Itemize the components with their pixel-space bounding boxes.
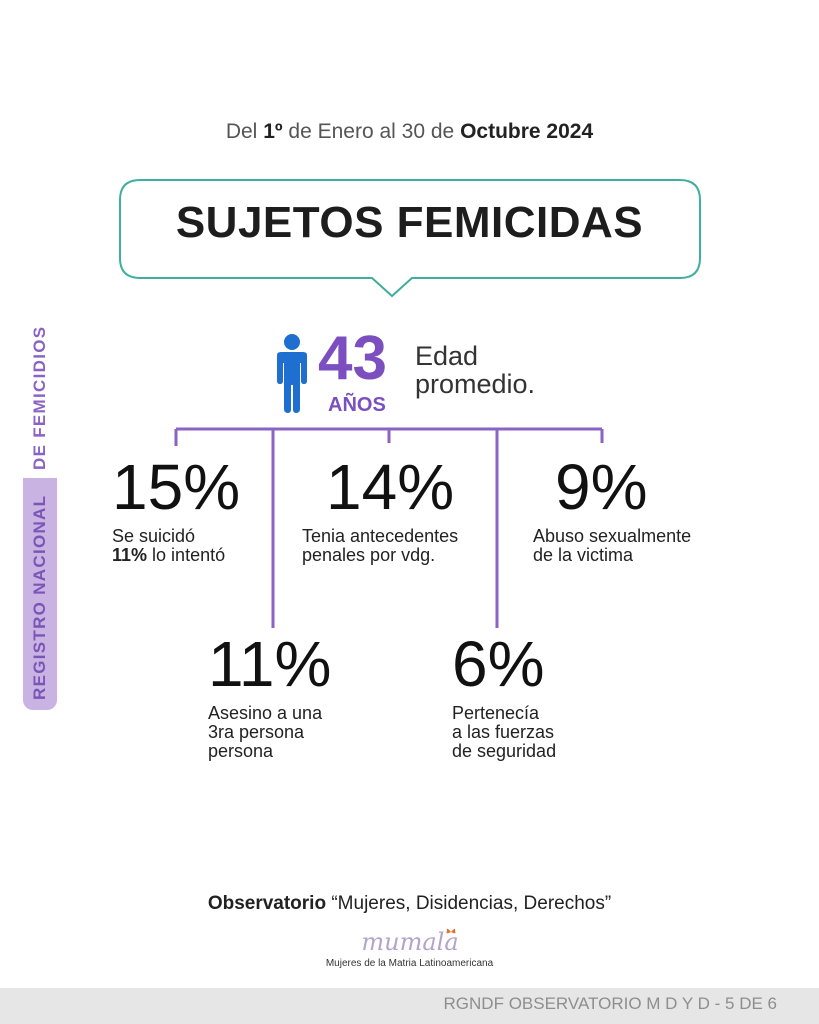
stat-percentage: 15%: [112, 451, 241, 523]
stat-suicide: 15% Se suicidó 11% lo intentó: [112, 455, 240, 565]
connector-tree: [174, 427, 604, 628]
stat-desc-line: Se suicidó: [112, 526, 196, 546]
person-icon: [277, 334, 307, 413]
observatorio-bold: Observatorio: [207, 893, 327, 914]
mumala-logo: mumala: [361, 928, 459, 956]
observatorio-name: “Mujeres, Disidencias, Derechos”: [326, 893, 612, 914]
stat-desc-line: 3ra persona: [208, 722, 305, 742]
date-start-month: de Enero: [288, 120, 374, 143]
stat-desc-line: Abuso sexualmente: [533, 526, 692, 546]
stat-desc-line: Pertenecía: [452, 703, 540, 723]
stat-desc-line: de la victima: [533, 545, 634, 565]
age-value: 43: [318, 324, 387, 393]
age-label: Edad promedio.: [415, 342, 615, 398]
stat-percentage: 11%: [208, 628, 332, 700]
date-range: Del 1º de Enero al 30 de Octubre 2024: [0, 120, 819, 144]
stat-desc-line: penales por vdg.: [302, 545, 436, 565]
stat-description: Asesino a una 3ra persona persona: [208, 704, 331, 761]
stat-desc-line: 11% lo intentó: [112, 546, 240, 565]
side-label-femicidios: DE FEMICIDIOS: [30, 325, 49, 470]
age-label-line2: promedio.: [415, 369, 536, 399]
butterfly-icon: [446, 928, 456, 934]
age-unit: AÑOS: [328, 394, 386, 416]
bottom-bar: [0, 988, 819, 1024]
stat-antecedentes: 14% Tenia antecedentes penales por vdg.: [302, 455, 458, 565]
stat-fuerzas: 6% Pertenecía a las fuerzas de seguridad: [452, 632, 556, 761]
page-title: SUJETOS FEMICIDAS: [175, 198, 644, 247]
observatorio-credit: Observatorio “Mujeres, Disidencias, Dere…: [0, 893, 819, 915]
stat-desc-line: Asesino a una: [208, 703, 323, 723]
stat-desc-line: persona: [208, 741, 274, 761]
stat-percentage: 6%: [452, 628, 545, 700]
stat-desc-line: a las fuerzas: [452, 722, 555, 742]
date-start-day: 1º: [263, 120, 283, 143]
stat-description: Tenia antecedentes penales por vdg.: [302, 527, 458, 565]
date-al: al: [379, 120, 396, 143]
stat-description: Pertenecía a las fuerzas de seguridad: [452, 704, 556, 761]
stat-desc-bold: 11%: [112, 545, 148, 565]
side-label-registro: REGISTRO NACIONAL: [23, 478, 57, 710]
stat-percentage: 14%: [326, 451, 455, 523]
date-end-month: Octubre 2024: [460, 120, 594, 143]
page-reference: RGNDF OBSERVATORIO M D Y D - 5 DE 6: [443, 994, 777, 1013]
stat-percentage: 9%: [555, 451, 648, 523]
stat-description: Se suicidó 11% lo intentó: [112, 527, 240, 565]
logo-subtitle: Mujeres de la Matria Latinoamericana: [325, 958, 494, 969]
stat-desc-text: lo intentó: [147, 545, 226, 565]
title-bubble: [119, 179, 701, 298]
date-de: de: [430, 120, 455, 143]
stat-desc-line: Tenia antecedentes: [302, 526, 459, 546]
side-label: REGISTRO NACIONAL DE FEMICIDIOS: [23, 310, 57, 710]
stat-description: Abuso sexualmente de la victima: [533, 527, 691, 565]
date-end-day: 30: [401, 120, 426, 143]
date-del: Del: [225, 120, 258, 143]
stat-desc-line: de seguridad: [452, 741, 557, 761]
age-label-line1: Edad: [415, 341, 479, 371]
stat-abuso: 9% Abuso sexualmente de la victima: [533, 455, 691, 565]
stat-asesino: 11% Asesino a una 3ra persona persona: [208, 632, 331, 761]
